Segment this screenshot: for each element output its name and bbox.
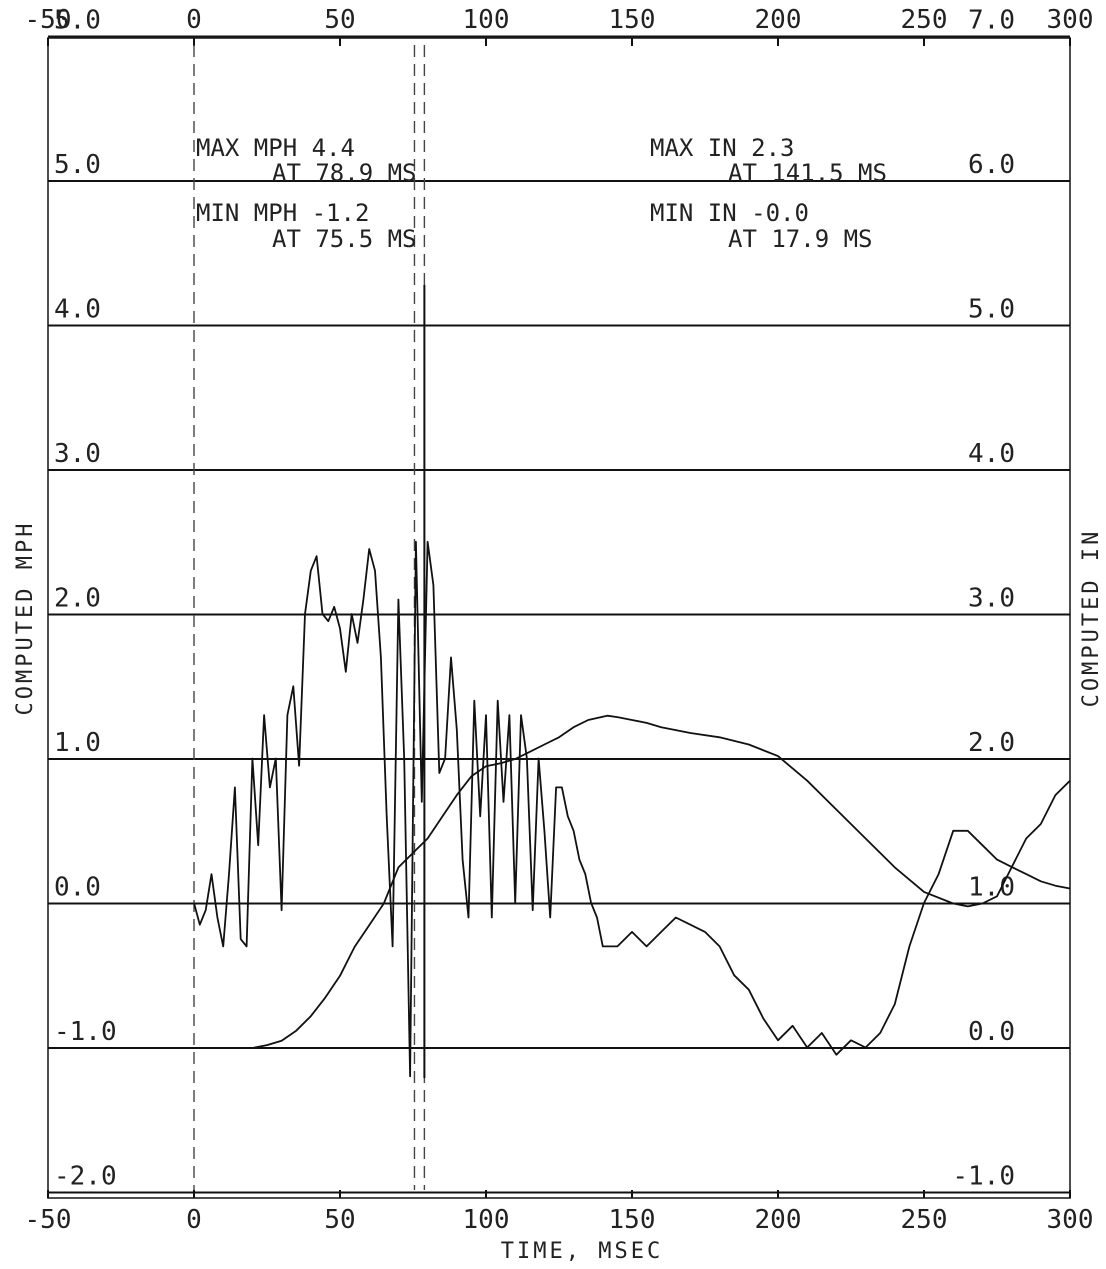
x-tick-label-top: 150 [609, 5, 656, 35]
grid-lines [48, 35, 1070, 1194]
y-left-tick-label: 1.0 [54, 728, 101, 758]
y-right-tick-label: 1.0 [968, 873, 1015, 903]
y-right-tick-label: 3.0 [968, 584, 1015, 614]
x-tick-label-bottom: 150 [609, 1205, 656, 1235]
x-tick-label-top: -50 [25, 5, 72, 35]
x-axis-top-ticks: -50 0 50 100 150 200 250 300 [25, 5, 1094, 46]
y-right-tick-label: 2.0 [968, 728, 1015, 758]
y-right-tick-label: 0.0 [968, 1017, 1015, 1047]
y-left-tick-label: 5.0 [54, 6, 101, 36]
y-left-tick-label: 4.0 [54, 295, 101, 325]
y-axis-left-ticks: -2.0 -1.0 0.0 1.0 2.0 3.0 4.0 5.0 5.0 [54, 6, 117, 1192]
y-right-tick-label: 6.0 [968, 150, 1015, 180]
y-left-tick-label: 5.0 [54, 150, 101, 180]
x-tick-label-bottom: 200 [755, 1205, 802, 1235]
x-tick-label-top: 300 [1047, 5, 1094, 35]
max-mph-at: AT 78.9 MS [272, 159, 417, 187]
data-series [48, 540, 1071, 1078]
x-tick-label-bottom: 250 [901, 1205, 948, 1235]
max-in-label: MAX IN 2.3 [650, 134, 795, 162]
x-tick-label-top: 0 [186, 5, 202, 35]
x-tick-label-bottom: -50 [25, 1205, 72, 1235]
y-right-tick-label: -1.0 [952, 1162, 1015, 1192]
y-left-tick-label: -2.0 [54, 1162, 117, 1192]
plot-frame [47, 37, 1071, 1199]
x-axis-title: TIME, MSEC [501, 1239, 663, 1264]
y-axis-right-title: COMPUTED IN [1079, 529, 1104, 708]
x-tick-label-bottom: 50 [324, 1205, 355, 1235]
x-tick-label-top: 200 [755, 5, 802, 35]
series-line-in [48, 714, 1071, 1049]
x-tick-label-bottom: 300 [1047, 1205, 1094, 1235]
y-axis-right-ticks: -1.0 0.0 1.0 2.0 3.0 4.0 5.0 6.0 7.0 [952, 6, 1015, 1192]
series-line-mph [193, 540, 1071, 1078]
min-mph-at: AT 75.5 MS [272, 225, 417, 253]
min-in-label: MIN IN -0.0 [650, 199, 809, 227]
min-mph-label: MIN MPH -1.2 [196, 199, 369, 227]
x-axis-bottom-ticks: -50 0 50 100 150 200 250 300 [25, 1190, 1094, 1235]
max-in-at: AT 141.5 MS [728, 159, 887, 187]
y-axis-left-title: COMPUTED MPH [13, 521, 38, 716]
x-tick-label-top: 50 [324, 5, 355, 35]
x-tick-label-top: 250 [901, 5, 948, 35]
max-mph-label: MAX MPH 4.4 [196, 134, 355, 162]
y-left-tick-label: 3.0 [54, 439, 101, 469]
y-left-tick-label: -1.0 [54, 1017, 117, 1047]
y-right-tick-label: 5.0 [968, 295, 1015, 325]
min-in-at: AT 17.9 MS [728, 225, 873, 253]
x-tick-label-bottom: 0 [186, 1205, 202, 1235]
y-left-tick-label: 2.0 [54, 584, 101, 614]
y-right-tick-label: 4.0 [968, 439, 1015, 469]
y-right-tick-label: 7.0 [968, 6, 1015, 36]
x-tick-label-top: 100 [463, 5, 510, 35]
y-left-tick-label: 0.0 [54, 873, 101, 903]
x-tick-label-bottom: 100 [463, 1205, 510, 1235]
